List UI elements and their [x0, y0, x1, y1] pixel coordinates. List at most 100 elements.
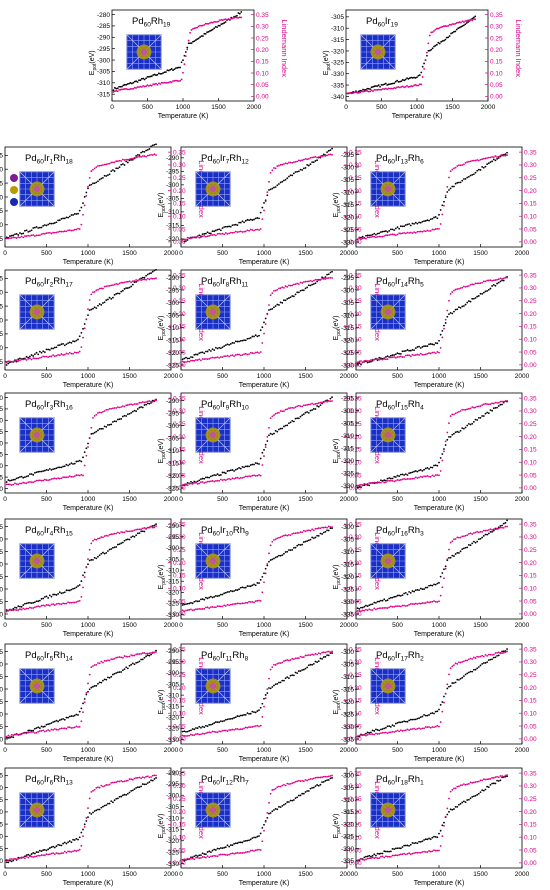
chart-panel: 0 500 1000 1500 2000-340-335-330-325-320-315… — [323, 9, 523, 120]
lindemann-point — [381, 607, 384, 609]
lindemann-point — [143, 652, 146, 654]
energy-point — [38, 226, 41, 229]
lindemann-point — [27, 731, 30, 734]
y-tick-label: -325 — [341, 711, 354, 718]
energy-point — [256, 217, 259, 219]
energy-point — [387, 83, 390, 86]
lindemann-point — [226, 232, 229, 235]
energy-point — [291, 419, 294, 422]
lindemann-point — [9, 735, 11, 738]
lindemann-point — [453, 167, 455, 170]
lindemann-point — [322, 278, 325, 280]
energy-point — [68, 589, 71, 592]
energy-point — [376, 600, 379, 603]
lindemann-point — [264, 200, 267, 203]
lindemann-point — [372, 90, 374, 93]
energy-point — [193, 600, 196, 603]
lindemann-point — [458, 536, 460, 539]
energy-point — [384, 479, 387, 482]
energy-point — [301, 169, 304, 171]
lindemann-point — [409, 728, 412, 731]
energy-point — [27, 475, 30, 477]
energy-point — [371, 729, 374, 732]
lindemann-point — [394, 356, 397, 359]
energy-point — [125, 287, 128, 290]
lindemann-point — [311, 528, 314, 531]
energy-point — [438, 832, 440, 835]
lindemann-point — [273, 289, 275, 292]
energy-point — [233, 716, 236, 719]
lindemann-point — [214, 356, 217, 359]
energy-point — [203, 598, 206, 601]
energy-point — [152, 74, 155, 76]
energy-point — [148, 148, 151, 150]
energy-point — [317, 660, 320, 662]
energy-point — [379, 85, 381, 88]
lindemann-point — [213, 233, 216, 236]
energy-point — [443, 821, 445, 824]
energy-point — [206, 31, 209, 34]
energy-point — [294, 293, 297, 296]
lindemann-point — [248, 353, 250, 356]
lindemann-point — [110, 407, 113, 410]
energy-point — [153, 143, 156, 146]
energy-point — [453, 808, 455, 810]
energy-point — [213, 595, 216, 598]
lindemann-point — [371, 482, 374, 484]
x-tick-label: 2000 — [164, 747, 179, 754]
lindemann-point — [441, 710, 444, 713]
lindemann-point — [25, 732, 28, 735]
energy-point — [190, 856, 192, 859]
energy-point — [224, 21, 227, 23]
lindemann-point — [243, 727, 245, 730]
lindemann-point — [120, 656, 123, 659]
energy-point — [266, 817, 269, 819]
lindemann-point — [231, 728, 234, 731]
energy-point — [224, 591, 227, 594]
energy-point — [221, 471, 224, 474]
energy-point — [121, 669, 124, 672]
lindemann-point — [239, 852, 242, 854]
lindemann-point — [373, 235, 376, 238]
lindemann-point — [218, 605, 221, 608]
energy-point — [421, 346, 424, 348]
lindemann-point — [140, 652, 143, 655]
lindemann-point — [52, 728, 55, 731]
lindemann-point — [35, 234, 38, 237]
lindemann-point — [393, 854, 396, 857]
energy-point — [136, 661, 139, 664]
energy-point — [322, 656, 325, 658]
lindemann-point — [150, 277, 152, 280]
lindemann-point — [370, 236, 372, 239]
lindemann-point — [381, 855, 384, 858]
lindemann-point — [401, 356, 404, 358]
energy-point — [102, 176, 104, 179]
lindemann-point — [115, 656, 118, 659]
energy-point — [188, 602, 191, 605]
lindemann-point — [75, 725, 78, 728]
lindemann-point — [384, 358, 387, 361]
energy-point — [321, 658, 323, 660]
energy-point — [155, 143, 157, 146]
energy-point — [27, 356, 30, 359]
composition-label: Pd60Rh19 — [132, 16, 171, 29]
x-tick-label: 1500 — [122, 747, 137, 754]
energy-point — [406, 720, 409, 723]
energy-point — [136, 786, 139, 789]
lindemann-point — [7, 609, 10, 612]
lindemann-point — [38, 730, 41, 732]
x-tick-label: 1500 — [473, 250, 488, 257]
energy-point — [487, 786, 490, 789]
lindemann-point — [283, 534, 285, 537]
x-tick-label: 0 — [354, 871, 358, 878]
energy-point — [304, 791, 307, 793]
y-tick-label: -330 — [341, 362, 354, 369]
y-tick-label: -305 — [166, 435, 179, 442]
energy-point — [464, 801, 467, 804]
y2-tick-label: 0.15 — [524, 447, 537, 454]
energy-point — [140, 277, 143, 280]
lindemann-point — [458, 410, 460, 413]
lindemann-point — [281, 784, 284, 787]
lindemann-point — [494, 776, 497, 779]
energy-point — [408, 845, 411, 847]
